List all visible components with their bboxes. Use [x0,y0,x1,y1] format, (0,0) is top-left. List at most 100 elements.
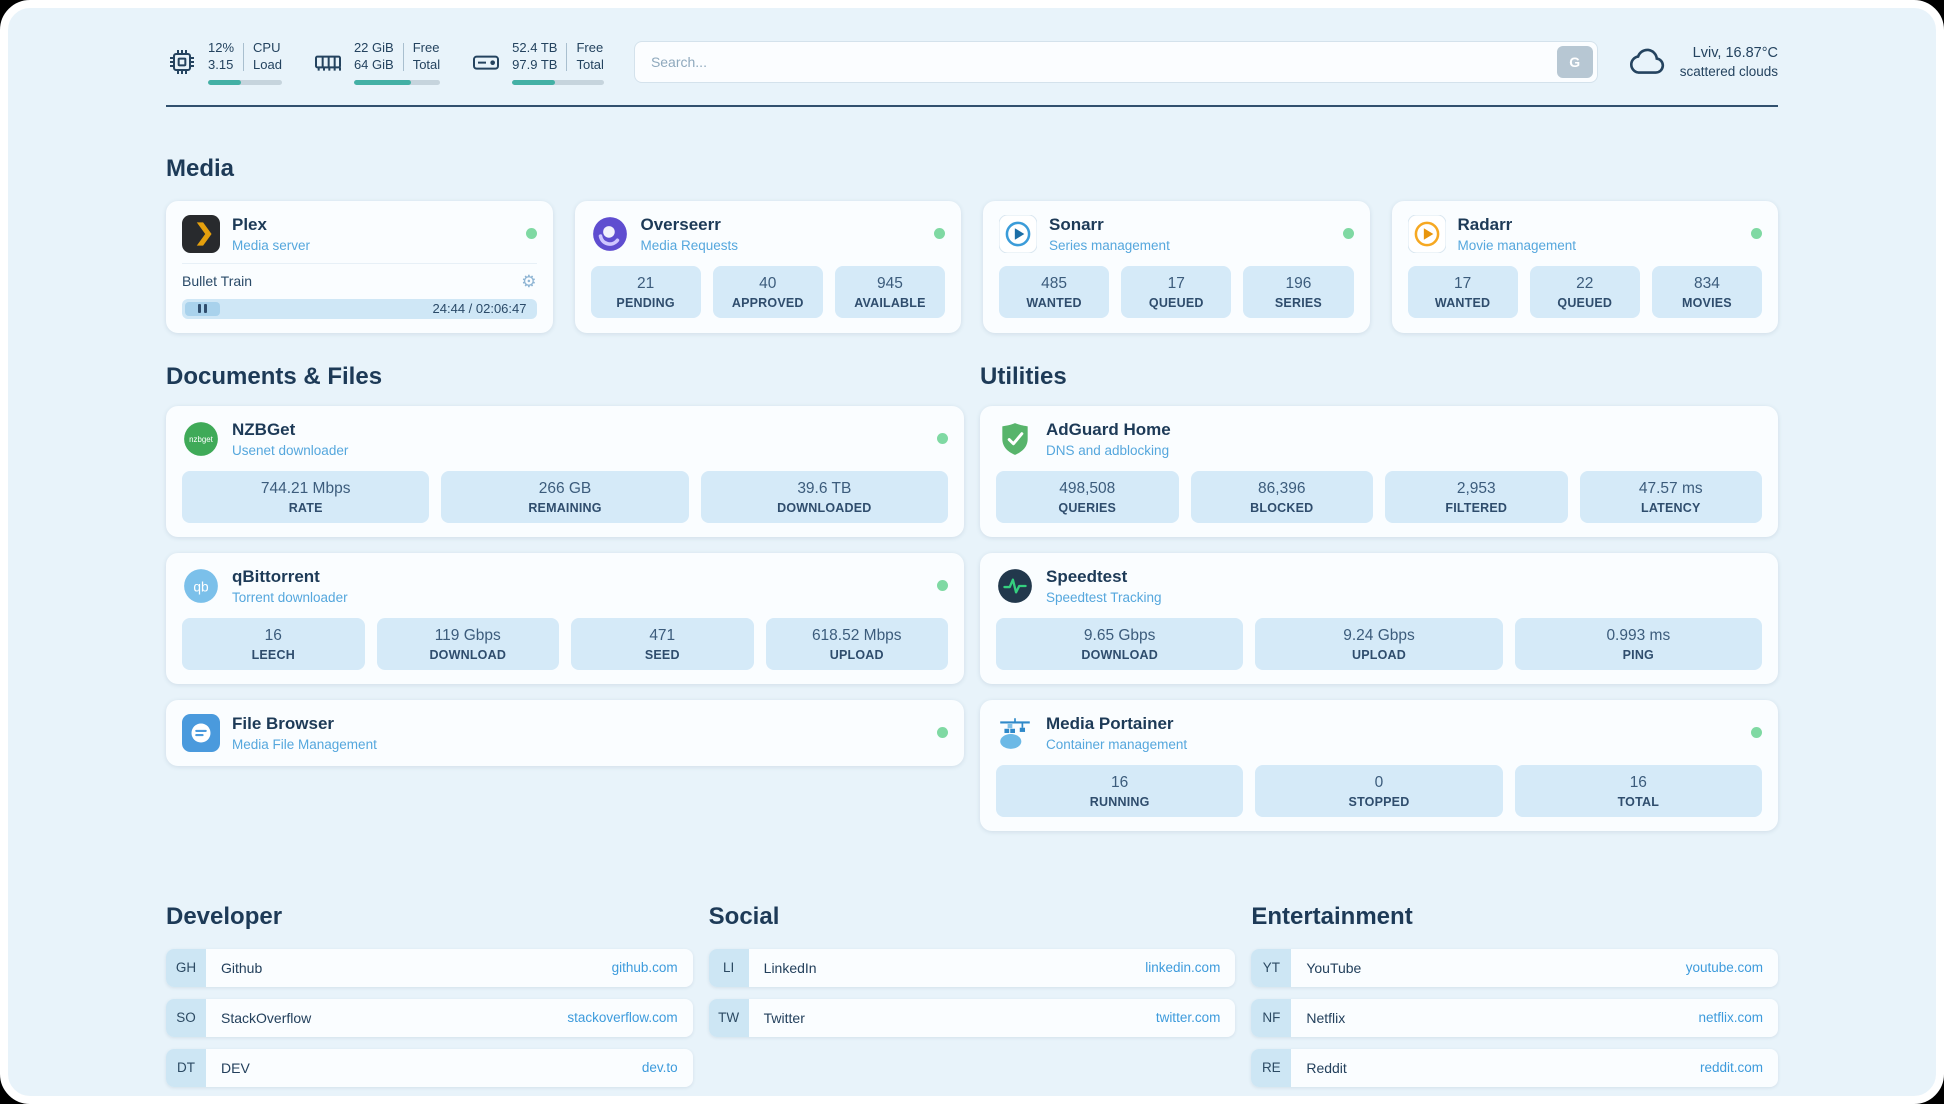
app-subtitle: Media File Management [232,736,377,752]
stat-blocked: 86,396 BLOCKED [1190,470,1373,523]
app-name: Radarr [1457,214,1513,234]
social-section-title: Social [708,902,780,930]
app-name: Sonarr [1049,214,1104,234]
stat-total: 16 TOTAL [1514,764,1762,817]
now-playing-title: Bullet Train [182,273,253,290]
app-name: AdGuard Home [1046,419,1171,439]
sonarr-icon [999,214,1037,253]
search: G [633,41,1598,84]
stat-running: 16 RUNNING [996,764,1244,817]
app-name: NZBGet [232,419,296,439]
entertainment-section-title: Entertainment [1251,902,1413,930]
gear-icon[interactable]: ⚙ [521,271,537,291]
status-dot [934,228,945,240]
utilities-section-title: Utilities [980,362,1067,390]
entertainment-bookmarks: Entertainment YT YouTube youtube.com NF … [1251,902,1778,1096]
overseerr-icon [591,215,629,253]
stat-stopped: 0 STOPPED [1255,764,1503,817]
adguard-card[interactable]: AdGuard Home DNS and adblocking 498,508 … [980,405,1778,537]
sonarr-card[interactable]: Sonarr Series management 485 WANTED 17 Q… [983,200,1370,333]
radarr-card[interactable]: Radarr Movie management 17 WANTED 22 QUE… [1391,200,1778,333]
status-dot [1751,228,1762,240]
portainer-card[interactable]: Media Portainer Container management 16 … [980,699,1778,831]
speedtest-card[interactable]: Speedtest Speedtest Tracking 9.65 Gbps D… [980,552,1778,684]
bookmark-badge: DT [166,1048,206,1087]
stat-seed: 471 SEED [571,617,754,670]
media-grid: Plex Media server Bullet Train ⚙ 24:44 /… [166,200,1778,333]
qbittorrent-card[interactable]: qb qBittorrent Torrent downloader 16 LEE… [166,552,964,684]
bookmark-badge: GH [166,948,206,987]
bookmark-stackoverflow[interactable]: SO StackOverflow stackoverflow.com [166,998,693,1037]
documents-column: Documents & Files nzbget NZBGet Usenet d… [166,363,964,847]
disk-labels: Free Total [576,40,604,72]
bookmark-badge: NF [1251,998,1292,1037]
app-subtitle: Speedtest Tracking [1046,589,1162,605]
plex-card[interactable]: Plex Media server Bullet Train ⚙ 24:44 /… [166,200,553,333]
status-dot [525,228,537,240]
bookmarks: Developer GH Github github.com SO StackO… [166,902,1778,1096]
filebrowser-card[interactable]: File Browser Media File Management [166,699,964,766]
search-input[interactable] [633,41,1598,84]
stat-download: 9.65 Gbps DOWNLOAD [996,617,1244,670]
status-dot [1342,228,1354,240]
qbittorrent-icon: qb [182,567,220,605]
ram-icon [312,46,344,78]
nzbget-card[interactable]: nzbget NZBGet Usenet downloader 744.21 M… [166,405,964,537]
disk-values: 52.4 TB 97.9 TB [512,40,558,72]
bookmark-github[interactable]: GH Github github.com [166,948,693,987]
header-divider [166,104,1778,107]
playback-progress-bar: 24:44 / 02:06:47 [182,298,537,319]
separator [243,42,245,71]
stat-series: 196 SERIES [1243,265,1354,318]
bookmark-dev[interactable]: DT DEV dev.to [166,1048,693,1087]
app-subtitle: Movie management [1457,237,1577,253]
app-subtitle: Series management [1049,237,1170,253]
cloud-icon [1626,41,1668,83]
app-subtitle: Torrent downloader [232,589,348,605]
separator [402,42,404,71]
app-subtitle: Usenet downloader [232,442,349,458]
ram-labels: Free Total [412,40,441,72]
app-name: Media Portainer [1046,713,1174,733]
app-subtitle: Media server [232,237,311,253]
weather-location: Lviv, 16.87°C [1692,45,1778,62]
stat-remaining: 266 GB REMAINING [441,470,689,523]
playback-time: 24:44 / 02:06:47 [432,301,527,317]
nzbget-icon: nzbget [182,420,220,458]
disk-widget: 52.4 TB 97.9 TB Free Total [470,40,604,85]
portainer-icon [996,714,1034,752]
app-name: Overseerr [640,214,721,234]
bookmark-badge: RE [1251,1048,1292,1087]
stat-pending: 21 PENDING [590,265,701,318]
stat-wanted: 17 WANTED [1407,265,1518,318]
ram-widget: 22 GiB 64 GiB Free Total [312,40,441,85]
bookmark-badge: TW [708,998,749,1037]
pause-button[interactable] [185,301,221,316]
status-dot [937,433,948,445]
app-subtitle: DNS and adblocking [1046,442,1170,458]
stat-latency: 47.57 ms LATENCY [1579,470,1762,523]
bookmark-badge: YT [1251,948,1292,987]
bookmark-linkedin[interactable]: LI LinkedIn linkedin.com [708,948,1236,987]
stat-queued: 22 QUEUED [1529,265,1640,318]
bookmark-netflix[interactable]: NF Netflix netflix.com [1251,998,1778,1037]
developer-section-title: Developer [166,902,283,930]
speedtest-icon [996,567,1034,605]
bookmark-badge: LI [708,948,749,987]
ram-progress-bar [353,79,441,85]
stat-download: 119 Gbps DOWNLOAD [376,617,559,670]
bookmark-youtube[interactable]: YT YouTube youtube.com [1251,948,1778,987]
disk-progress-bar [512,79,604,85]
bookmark-twitter[interactable]: TW Twitter twitter.com [708,998,1236,1037]
stat-leech: 16 LEECH [182,617,365,670]
app-name: File Browser [232,713,335,733]
overseerr-card[interactable]: Overseerr Media Requests 21 PENDING 40 A… [574,200,961,333]
search-engine-button[interactable]: G [1556,46,1593,79]
cpu-labels: CPU Load [253,40,282,72]
app-name: Plex [232,214,267,234]
separator [566,42,568,71]
social-bookmarks: Social LI LinkedIn linkedin.com TW Twitt… [708,902,1236,1096]
bookmark-reddit[interactable]: RE Reddit reddit.com [1251,1048,1778,1087]
stat-wanted: 485 WANTED [999,265,1110,318]
adguard-icon [996,420,1034,458]
